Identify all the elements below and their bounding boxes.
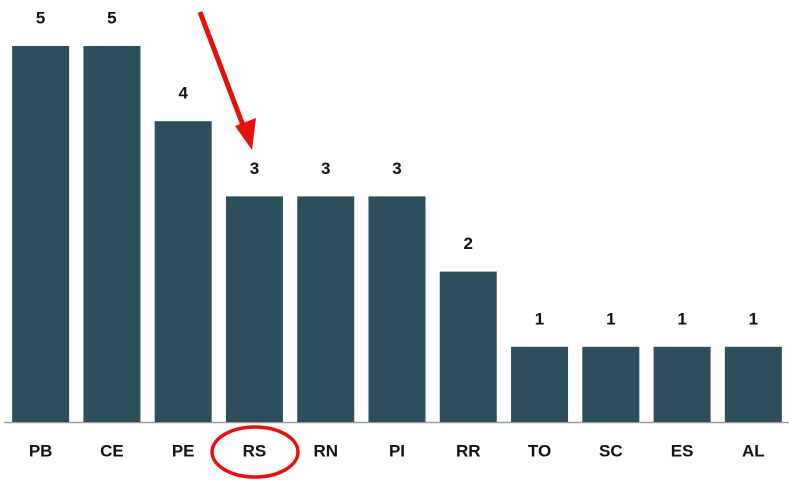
bar: [12, 46, 70, 422]
x-tick-label: TO: [528, 441, 551, 460]
value-label: 3: [250, 159, 259, 178]
x-tick-label: CE: [100, 441, 124, 460]
annotation-arrow: [197, 11, 247, 129]
annotation-arrowhead: [235, 118, 256, 150]
bar: [83, 46, 141, 422]
bar: [368, 196, 426, 422]
annotation-circle: [210, 425, 300, 479]
value-label: 5: [107, 8, 116, 27]
bar: [653, 346, 711, 422]
bar: [297, 196, 355, 422]
value-label: 1: [606, 309, 615, 328]
bar: [225, 196, 283, 422]
x-tick-label: AL: [742, 441, 765, 460]
bar: [511, 346, 569, 422]
plot-area: PB 5 CE 5 PE 4 RS 3 RN 3 PI 3 RR 2 TO 1 SC 1 ES 1 AL 1: [12, 8, 782, 460]
x-tick-label: RN: [313, 441, 338, 460]
value-label: 3: [321, 159, 330, 178]
bar: [439, 271, 497, 422]
bar: [582, 346, 640, 422]
value-label: 2: [464, 234, 473, 253]
bar: [724, 346, 782, 422]
value-label: 1: [749, 309, 758, 328]
x-tick-label: PE: [172, 441, 195, 460]
x-tick-label: ES: [671, 441, 694, 460]
x-tick-label: PI: [389, 441, 405, 460]
x-tick-label: SC: [599, 441, 623, 460]
x-tick-label: RS: [243, 441, 267, 460]
x-tick-label: RR: [456, 441, 481, 460]
value-label: 5: [36, 8, 45, 27]
value-label: 1: [535, 309, 544, 328]
value-label: 3: [392, 159, 401, 178]
value-label: 4: [178, 84, 188, 103]
value-label: 1: [677, 309, 686, 328]
x-tick-label: PB: [29, 441, 53, 460]
bar: [154, 121, 212, 422]
